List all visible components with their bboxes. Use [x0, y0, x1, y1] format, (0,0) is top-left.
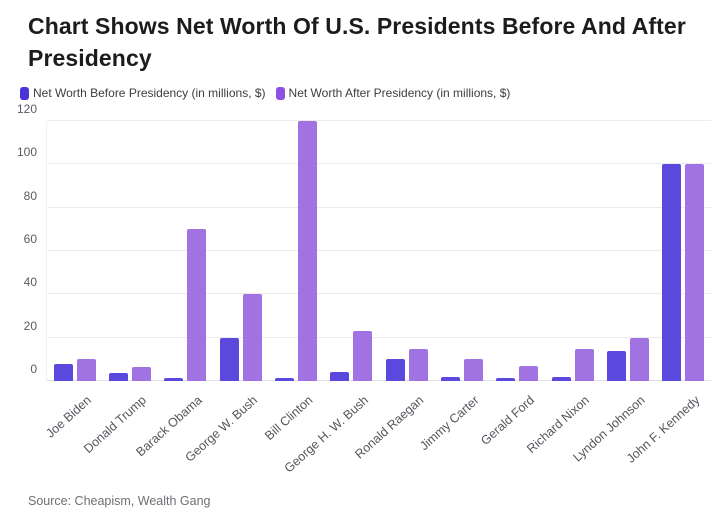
bar	[496, 378, 516, 381]
bar	[108, 373, 128, 381]
y-tick-label: 120	[16, 102, 37, 116]
bar	[685, 164, 705, 381]
plot-area: 0 20 40 60 80 100 120 Joe Biden Donald Trump Bara…	[17, 102, 711, 475]
gridline-y120	[47, 120, 711, 121]
legend-item-after: Net Worth After Presidency (in millions,…	[275, 86, 511, 100]
legend-swatch-before	[20, 86, 29, 100]
gridline-y100	[47, 163, 711, 165]
bar	[242, 294, 262, 381]
bar-group-barack-obama	[158, 121, 213, 381]
x-tick-label: Bill Clinton	[262, 393, 316, 443]
bar-group-donald-trump	[102, 121, 157, 381]
y-tick-label: 80	[23, 188, 37, 203]
x-tick-label: Gerald Ford	[477, 393, 537, 449]
bar	[353, 331, 373, 381]
bar	[76, 359, 96, 381]
x-tick-label: Jimmy Carter	[416, 393, 482, 454]
legend-label-after: Net Worth After Presidency (in millions,…	[288, 86, 511, 100]
legend-item-before: Net Worth Before Presidency (in millions…	[20, 86, 266, 100]
x-tick-label: Joe Biden	[43, 393, 95, 441]
bar	[385, 359, 405, 381]
y-tick-label: 100	[16, 145, 37, 160]
gridline-y60	[47, 250, 711, 251]
gridline-y0	[47, 380, 711, 381]
y-tick-label: 0	[30, 362, 37, 376]
y-tick-label: 40	[23, 275, 37, 290]
bar-group-jimmy-carter	[434, 121, 489, 381]
bar	[519, 365, 539, 381]
bar	[219, 337, 239, 381]
bar	[551, 376, 571, 381]
y-tick-label: 60	[23, 232, 37, 246]
bar	[330, 372, 350, 381]
legend-label-before: Net Worth Before Presidency (in millions…	[33, 86, 266, 100]
bar-group-john-f-kennedy	[656, 121, 711, 381]
bar	[53, 363, 73, 381]
bar	[463, 359, 483, 381]
bar-group-bill-clinton	[268, 121, 323, 381]
bar	[574, 348, 594, 381]
chart-title: Chart Shows Net Worth Of U.S. Presidents…	[28, 13, 686, 72]
bar	[187, 229, 207, 381]
legend-swatch-after	[275, 86, 285, 100]
source-credit: Source: Cheapism, Wealth Gang	[28, 494, 211, 508]
gridline-y80	[47, 206, 711, 208]
bar	[164, 378, 184, 381]
gridline-y20	[47, 336, 711, 338]
bar	[629, 337, 649, 381]
y-tick-label: 20	[23, 318, 37, 333]
bar	[131, 366, 151, 381]
bar-group-ronald-raegan	[379, 121, 434, 381]
bar	[408, 348, 428, 381]
bar	[297, 121, 317, 381]
bar	[606, 350, 626, 381]
legend: Net Worth Before Presidency (in millions…	[20, 86, 510, 100]
bar-group-gerald-ford	[490, 121, 545, 381]
bar	[662, 164, 682, 381]
bar	[274, 378, 294, 381]
bar-group-george-w-bush	[213, 121, 268, 381]
bar-group-lyndon-johnson	[600, 121, 655, 381]
bar-group-joe-biden	[47, 121, 102, 381]
bar-group-richard-nixon	[545, 121, 600, 381]
bar	[440, 376, 460, 381]
bar-group-george-h-w-bush	[324, 121, 379, 381]
gridline-y40	[47, 293, 711, 295]
